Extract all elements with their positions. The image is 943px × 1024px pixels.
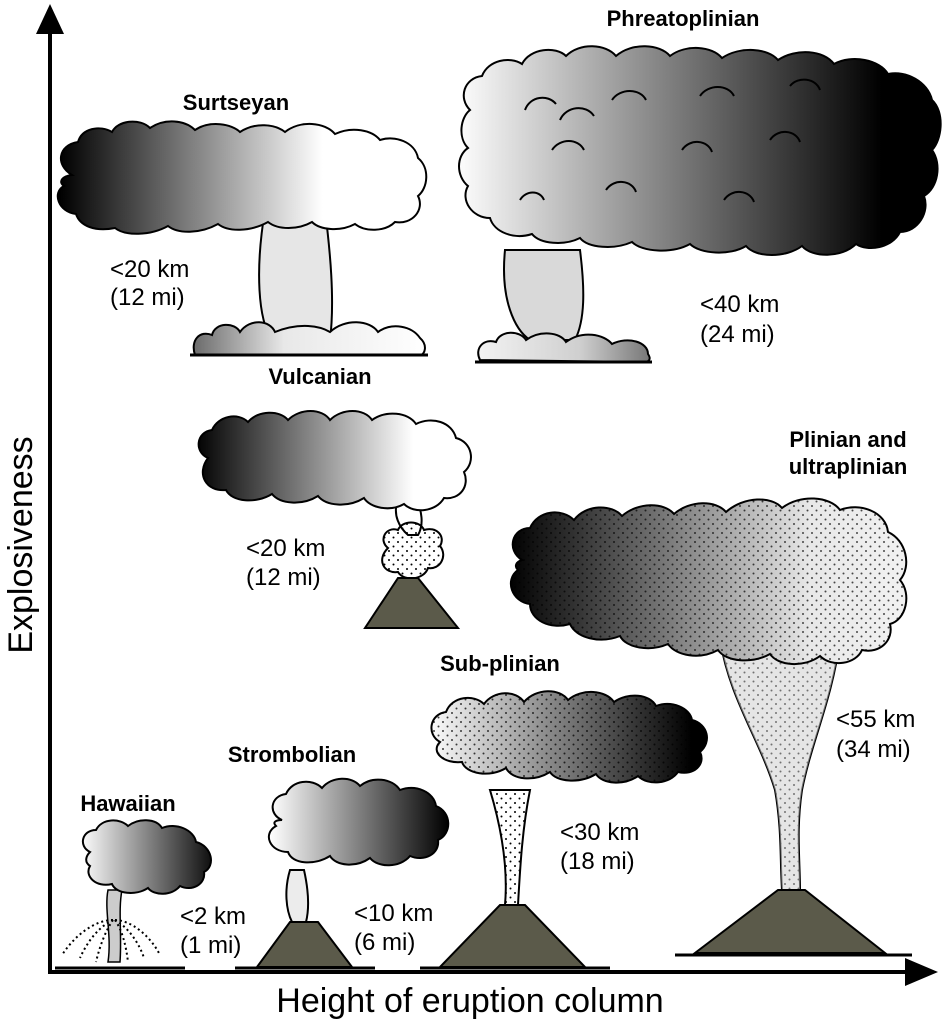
surtseyan-height-km-label: <20 km bbox=[110, 256, 189, 283]
phreatoplinian-name-label: Phreatoplinian bbox=[607, 6, 760, 31]
y-axis-arrowhead-icon bbox=[36, 4, 64, 34]
phreatoplinian-plume bbox=[458, 45, 942, 364]
surtseyan-name-label: Surtseyan bbox=[183, 90, 289, 115]
strombolian-volcano bbox=[255, 921, 355, 968]
subplinian-height-mi-label: (18 mi) bbox=[560, 848, 635, 875]
hawaiian-plume bbox=[55, 819, 212, 970]
plinian-height-km-label: <55 km bbox=[836, 706, 915, 733]
subplinian-plume bbox=[420, 690, 708, 970]
vulcanian-height-km-label: <20 km bbox=[246, 535, 325, 562]
subplinian-height-km-label: <30 km bbox=[560, 819, 639, 846]
hawaiian-height-mi-label: (1 mi) bbox=[180, 932, 241, 959]
subplinian-name-label: Sub-plinian bbox=[440, 651, 560, 676]
vulcanian-height-mi-label: (12 mi) bbox=[246, 564, 321, 591]
lava-fountain-spatter bbox=[61, 919, 161, 963]
plinian-volcano bbox=[692, 889, 888, 954]
hawaiian-name-label: Hawaiian bbox=[80, 791, 175, 816]
strombolian-height-km-label: <10 km bbox=[354, 900, 433, 927]
y-axis bbox=[36, 4, 64, 972]
surtseyan-plume bbox=[56, 120, 428, 357]
plinian-name-label-line2: ultraplinian bbox=[789, 454, 908, 479]
vulcanian-volcano bbox=[363, 577, 461, 629]
strombolian-plume bbox=[235, 777, 450, 970]
vulcanian-plume bbox=[197, 410, 472, 629]
x-axis-arrowhead-icon bbox=[905, 958, 938, 986]
plinian-plume bbox=[509, 497, 912, 957]
x-axis bbox=[48, 958, 938, 986]
surtseyan-height-mi-label: (12 mi) bbox=[110, 284, 185, 311]
y-axis-title: Explosiveness bbox=[2, 436, 40, 653]
phreatoplinian-height-mi-label: (24 mi) bbox=[700, 321, 775, 348]
plinian-height-mi-label: (34 mi) bbox=[836, 736, 911, 763]
x-axis-title: Height of eruption column bbox=[276, 982, 663, 1020]
subplinian-volcano bbox=[437, 904, 588, 968]
strombolian-height-mi-label: (6 mi) bbox=[354, 929, 415, 956]
phreatoplinian-height-km-label: <40 km bbox=[700, 291, 779, 318]
vulcanian-name-label: Vulcanian bbox=[268, 364, 371, 389]
hawaiian-height-km-label: <2 km bbox=[180, 903, 246, 930]
plinian-name-label-line1: Plinian and bbox=[789, 427, 906, 452]
strombolian-name-label: Strombolian bbox=[228, 742, 356, 767]
